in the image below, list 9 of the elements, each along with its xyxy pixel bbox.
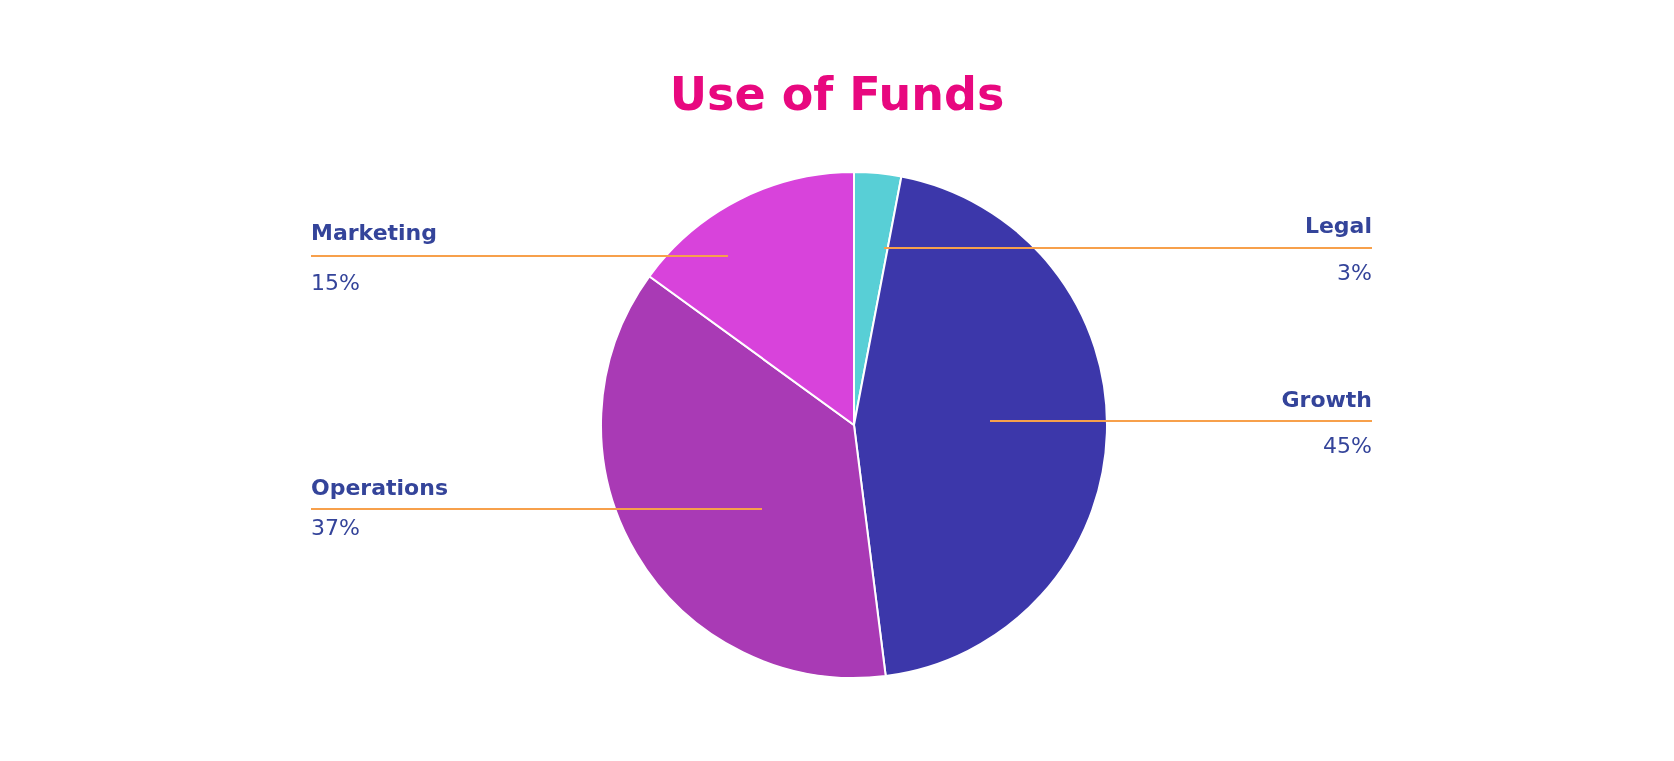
data-label: 45% bbox=[1323, 433, 1372, 458]
slice-label: Growth bbox=[1281, 387, 1372, 412]
data-label: 3% bbox=[1337, 260, 1372, 285]
slice-label: Operations bbox=[311, 475, 448, 500]
data-label: 15% bbox=[311, 270, 360, 295]
slice-label: Legal bbox=[1304, 213, 1372, 238]
data-label: 37% bbox=[311, 515, 360, 540]
slice-label: Marketing bbox=[311, 220, 438, 245]
chart-title: Use of Funds bbox=[669, 67, 1005, 121]
